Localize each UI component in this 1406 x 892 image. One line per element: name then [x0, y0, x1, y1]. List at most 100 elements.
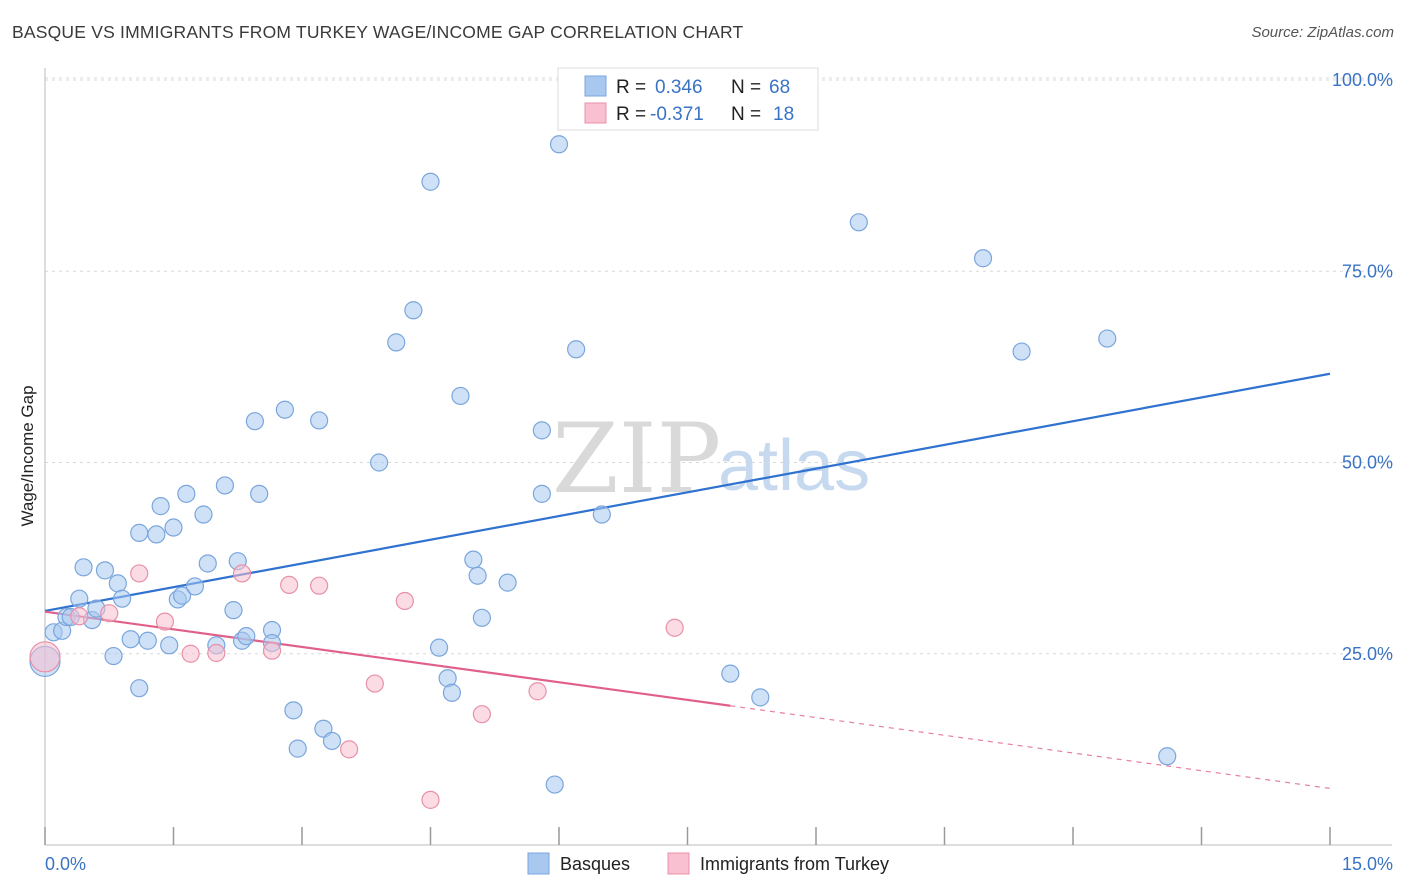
basques-point: [751, 688, 770, 707]
basques-point: [130, 679, 149, 698]
basques-point: [1098, 329, 1117, 348]
basques-point: [237, 627, 256, 646]
turkey-point: [207, 643, 226, 663]
trend-line-turkey: [44, 610, 731, 707]
turkey-point: [280, 575, 299, 595]
basques-point: [288, 739, 307, 758]
basques-point: [468, 566, 487, 585]
basques-point: [70, 589, 89, 608]
basques-point: [250, 484, 269, 503]
y-tick-label: 50.0%: [1342, 453, 1393, 473]
turkey-point: [181, 644, 200, 663]
basques-point: [404, 301, 423, 320]
trend-line-basques: [44, 372, 1331, 612]
basques-point: [421, 172, 440, 191]
basques-point: [545, 775, 564, 794]
basques-point: [215, 476, 234, 495]
basques-point: [151, 497, 170, 516]
basques-point: [198, 554, 217, 573]
basques-point: [973, 249, 993, 268]
stats-legend-n-value-turkey: 18: [773, 104, 794, 125]
turkey-point: [262, 641, 282, 660]
basques-point: [721, 664, 740, 683]
stats-legend-swatch-turkey: [584, 102, 607, 124]
basques-point: [498, 573, 517, 592]
y-tick-label: 100.0%: [1332, 70, 1393, 90]
turkey-point: [472, 705, 491, 724]
basques-point: [549, 135, 569, 154]
turkey-point: [310, 576, 329, 595]
basques-point: [370, 453, 389, 472]
series-legend-swatch-basques: [527, 852, 550, 875]
basques-point: [177, 484, 196, 503]
chart-title: BASQUE VS IMMIGRANTS FROM TURKEY WAGE/IN…: [12, 22, 744, 42]
basques-point: [185, 577, 205, 596]
basques-point: [164, 518, 183, 537]
basques-point: [442, 683, 462, 702]
y-tick-label: 25.0%: [1342, 644, 1393, 664]
basques-point: [472, 608, 491, 627]
y-axis-label: Wage/Income Gap: [18, 385, 37, 526]
basques-point: [387, 333, 406, 352]
basques-point: [104, 646, 123, 666]
stats-legend-r-label-basques: R =: [616, 77, 646, 98]
basques-point: [592, 505, 611, 524]
basques-point: [451, 386, 470, 406]
basques-point: [310, 411, 329, 430]
chart-source: Source: ZipAtlas.com: [1251, 24, 1394, 41]
turkey-point: [528, 682, 547, 701]
x-tick-label: 0.0%: [45, 854, 86, 874]
basques-point: [849, 213, 868, 232]
turkey-point: [130, 564, 149, 583]
stats-legend-r-label-turkey: R =: [616, 104, 646, 125]
basques-point: [429, 638, 449, 657]
basques-point: [567, 340, 586, 359]
watermark-atlas: atlas: [718, 426, 870, 506]
y-tick-label: 75.0%: [1342, 261, 1393, 281]
basques-point: [224, 601, 243, 620]
stats-legend-n-value-basques: 68: [769, 77, 790, 98]
series-legend-label-turkey: Immigrants from Turkey: [700, 854, 889, 874]
basques-point: [245, 412, 264, 431]
basques-point: [95, 561, 115, 580]
x-tick-label: 15.0%: [1342, 854, 1393, 874]
turkey-point: [365, 674, 384, 693]
stats-legend: R = 0.346 N = 68 R = -0.371 N = 18: [557, 67, 819, 131]
series-legend: Basques Immigrants from Turkey: [527, 852, 889, 875]
stats-legend-n-label-basques: N =: [731, 77, 761, 98]
basques-point: [275, 400, 294, 419]
turkey-point: [340, 740, 359, 759]
basques-point: [160, 636, 179, 655]
series-legend-swatch-turkey: [667, 852, 690, 875]
turkey-point: [155, 612, 175, 631]
basques-point: [138, 631, 157, 650]
y-tick-labels: 25.0% 50.0% 75.0% 100.0%: [1332, 70, 1393, 664]
x-tick-labels: 0.0% 15.0%: [45, 854, 1393, 874]
trend-line-extension-turkey: [730, 705, 1331, 789]
basques-point: [1158, 747, 1177, 766]
basques-point: [121, 630, 140, 649]
series-legend-label-basques: Basques: [560, 854, 630, 874]
x-ticks: [44, 827, 1331, 845]
stats-legend-r-value-turkey: -0.371: [650, 104, 704, 125]
turkey-point: [232, 564, 252, 583]
stats-legend-swatch-basques: [584, 75, 607, 97]
turkey-point: [665, 618, 684, 637]
basques-point: [532, 484, 551, 503]
watermark-zip: ZIP: [552, 403, 721, 515]
basques-point: [284, 701, 303, 720]
turkey-point: [395, 591, 414, 611]
turkey-point: [100, 604, 119, 623]
turkey-point: [421, 790, 440, 809]
basques-point: [108, 574, 127, 593]
basques-point: [194, 505, 213, 524]
basques-point: [74, 558, 93, 577]
turkey-point: [70, 607, 89, 626]
basques-point: [147, 525, 166, 544]
basques-point: [1012, 342, 1031, 361]
basques-point: [464, 550, 483, 569]
basques-point: [532, 421, 551, 440]
axes: [44, 68, 1392, 846]
basques-point: [322, 731, 342, 751]
